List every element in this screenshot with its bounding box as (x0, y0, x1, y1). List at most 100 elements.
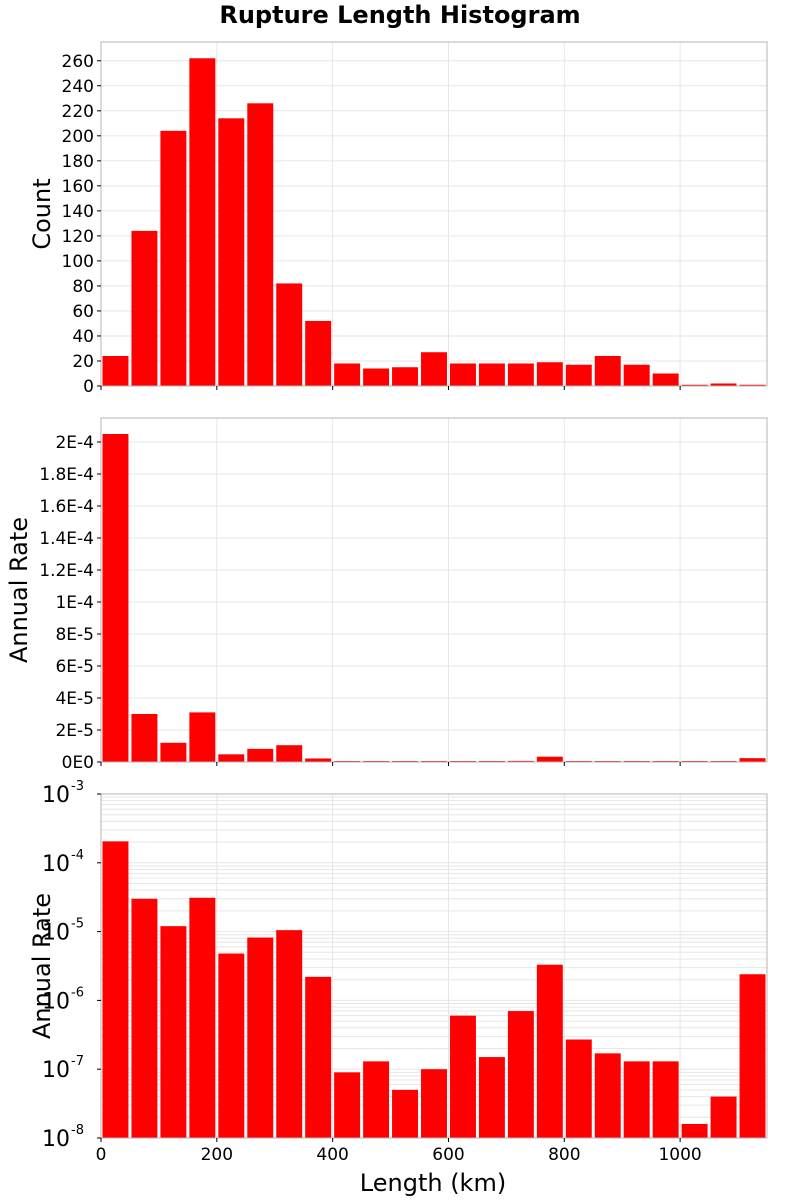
y-tick-label: 220 (62, 102, 94, 122)
bar (102, 434, 129, 762)
bar (536, 362, 563, 386)
bar (276, 930, 303, 1138)
bar (478, 363, 505, 386)
y-tick-exponent: -4 (71, 848, 84, 863)
bar (392, 367, 419, 386)
bar (276, 745, 303, 762)
bar (652, 1061, 679, 1138)
x-tick-label: 600 (432, 1145, 464, 1165)
bar (160, 742, 187, 762)
y-tick-label: 200 (62, 127, 94, 147)
bar (334, 1072, 361, 1138)
y-tick-label: 1E-4 (55, 593, 94, 613)
y-axis-label: Count (28, 178, 56, 249)
bar (536, 756, 563, 762)
bar (131, 714, 158, 762)
y-tick-label: 0 (83, 377, 94, 397)
bar (247, 937, 274, 1138)
bar (218, 118, 245, 387)
bar (536, 964, 563, 1138)
y-tick-label: 2E-5 (55, 721, 94, 741)
bar (710, 383, 737, 386)
bar (218, 754, 245, 762)
bar (189, 897, 216, 1138)
y-tick-label: 2E-4 (55, 433, 94, 453)
x-tick-label: 200 (201, 1145, 233, 1165)
y-tick-label: 8E-5 (55, 625, 94, 645)
bar (421, 352, 447, 386)
x-tick-label: 0 (96, 1145, 107, 1165)
y-tick-label: 10 (42, 1127, 70, 1152)
bar (623, 1061, 650, 1138)
bar (102, 841, 129, 1138)
bar (507, 363, 534, 386)
plot-frame (100, 41, 768, 387)
y-tick-exponent: -8 (71, 1123, 84, 1138)
x-tick-label: 400 (316, 1145, 348, 1165)
bar (710, 1096, 737, 1138)
bar (681, 1123, 708, 1138)
bar (363, 1061, 390, 1138)
y-tick-label: 1.2E-4 (39, 561, 94, 581)
bar (421, 1069, 447, 1138)
bar (739, 384, 766, 386)
y-tick-label: 40 (72, 327, 94, 347)
panels: 020406080100120140160180200220240260Coun… (5, 41, 768, 1165)
y-tick-label: 4E-5 (55, 689, 94, 709)
y-tick-label: 1.4E-4 (39, 529, 94, 549)
bar (363, 368, 390, 386)
bar (160, 926, 187, 1138)
bar (681, 384, 708, 386)
bar (334, 363, 361, 386)
y-tick-label: 240 (62, 77, 94, 97)
bar (305, 320, 332, 386)
bar (594, 355, 621, 386)
bar (160, 130, 187, 386)
y-tick-label: 10 (42, 1058, 70, 1083)
y-tick-label: 20 (72, 352, 94, 372)
bar (392, 1089, 419, 1138)
y-tick-label: 1.6E-4 (39, 497, 94, 517)
bar (594, 1053, 621, 1138)
y-tick-label: 180 (62, 152, 94, 172)
bar (131, 230, 158, 386)
panel-1: 0 20 40 60 80 100 120 140 160 180 200 220 240 260 Coun… (28, 41, 768, 397)
y-axis-label: Annual Rate (28, 893, 56, 1039)
bar (247, 748, 274, 762)
y-tick-exponent: -5 (71, 917, 84, 932)
bar (305, 758, 332, 762)
bar (565, 1039, 592, 1138)
bar (102, 355, 129, 386)
y-tick-label: 0E0 (62, 753, 94, 773)
bar (565, 364, 592, 386)
bar (218, 953, 245, 1138)
y-tick-label: 160 (62, 177, 94, 197)
bar (739, 974, 766, 1138)
plot-frame (100, 417, 768, 763)
bar (739, 758, 766, 762)
plot-area (101, 418, 767, 762)
bar (189, 712, 216, 762)
x-axis-label: Length (km) (360, 1169, 506, 1197)
y-tick-label: 10 (42, 783, 70, 808)
bar (189, 58, 216, 387)
bar (652, 373, 679, 386)
y-tick-exponent: -3 (71, 779, 84, 794)
panel-2: 0E0 2E-5 4E-5 6E-5 8E-5 1E-4 1.2E-4 1.4E-4 1.6E-… (5, 417, 768, 773)
bar (507, 760, 534, 762)
plot-frame (100, 793, 768, 1139)
y-tick-label: 10 (42, 852, 70, 877)
y-tick-label: 140 (62, 202, 94, 222)
x-tick-label: 1000 (658, 1145, 701, 1165)
bar (449, 1015, 476, 1138)
y-tick-exponent: -6 (71, 985, 84, 1000)
chart-title: Rupture Length Histogram (219, 1, 580, 29)
bar (247, 103, 274, 386)
bar (623, 364, 650, 386)
bar (507, 1011, 534, 1138)
y-axis-label: Annual Rate (5, 517, 33, 663)
x-tick-label: 800 (548, 1145, 580, 1165)
bar (276, 283, 303, 386)
